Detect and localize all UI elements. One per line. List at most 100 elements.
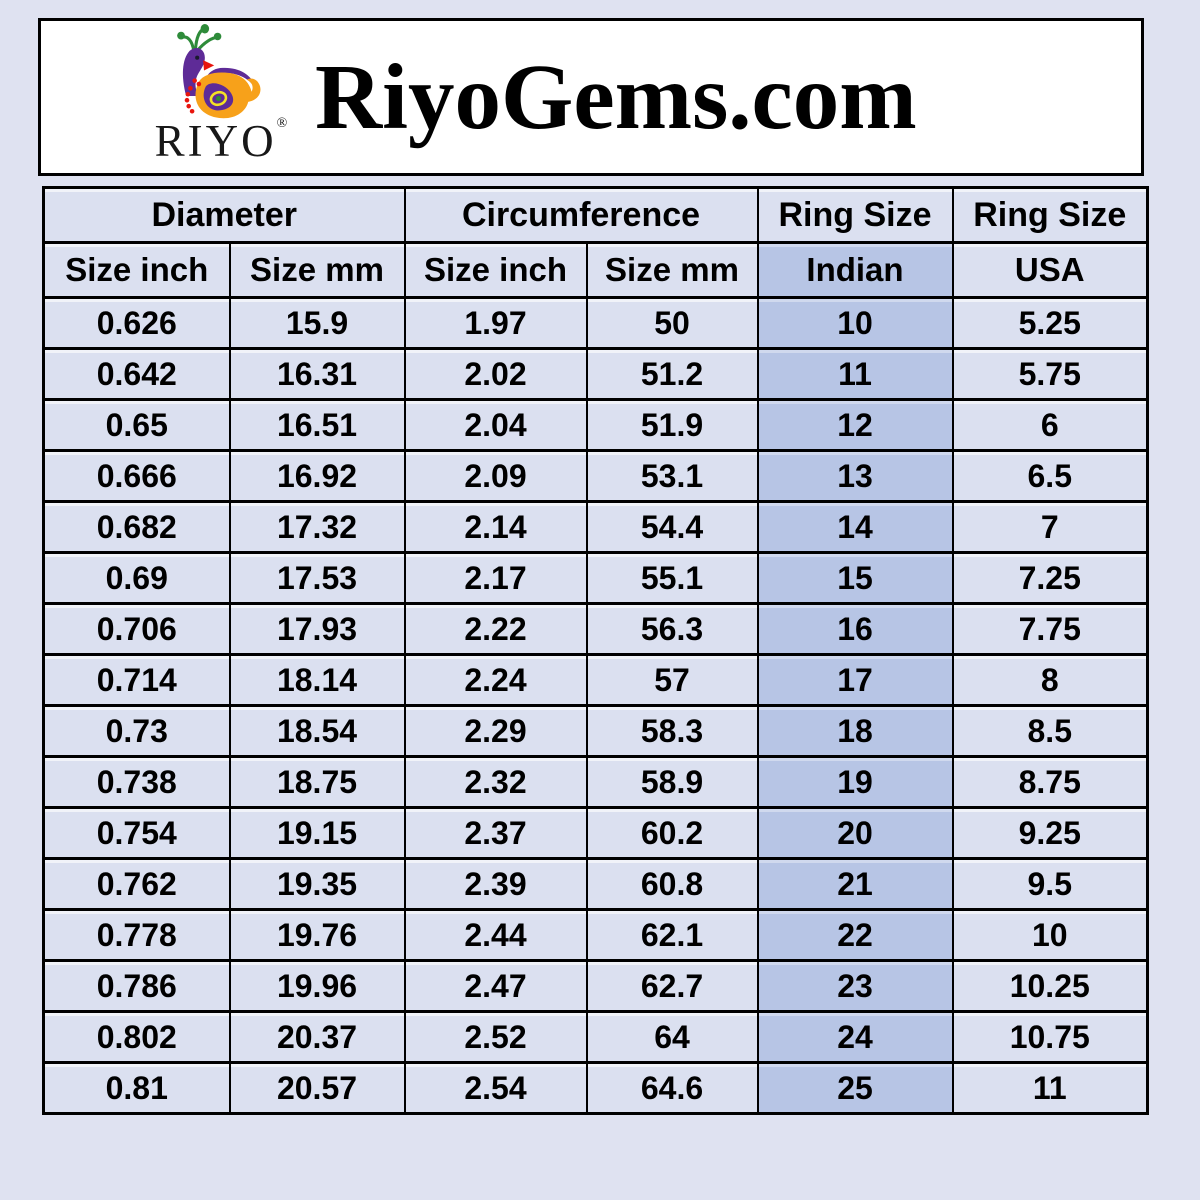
- table-cell: 17.32: [228, 500, 406, 554]
- table-cell: 1.97: [403, 296, 588, 350]
- table-cell: 19.96: [228, 959, 406, 1013]
- table-row: 0.714 18.14 2.24 57 17 8: [42, 653, 1149, 707]
- peacock-icon: [177, 24, 261, 119]
- table-cell: 2.29: [403, 704, 588, 758]
- table-cell: 2.04: [403, 398, 588, 452]
- table-cell: 18.54: [228, 704, 406, 758]
- sub-header-row: Size inch Size mm Size inch Size mm Indi…: [42, 241, 1149, 299]
- table-cell: 0.73: [42, 704, 231, 758]
- table-cell: 2.52: [403, 1010, 588, 1064]
- table-cell: 22: [756, 908, 954, 962]
- table-cell: 62.1: [585, 908, 759, 962]
- table-cell: 6.5: [951, 449, 1149, 503]
- table-row: 0.762 19.35 2.39 60.8 21 9.5: [42, 857, 1149, 911]
- table-row: 0.778 19.76 2.44 62.1 22 10: [42, 908, 1149, 962]
- table-cell: 58.3: [585, 704, 759, 758]
- table-cell: 0.626: [42, 296, 231, 350]
- table-cell: 20: [756, 806, 954, 860]
- table-cell: 21: [756, 857, 954, 911]
- table-cell: 7: [951, 500, 1149, 554]
- table-cell: 2.02: [403, 347, 588, 401]
- table-cell: 6: [951, 398, 1149, 452]
- table-cell: 19.76: [228, 908, 406, 962]
- table-cell: 20.57: [228, 1061, 406, 1115]
- table-cell: 2.47: [403, 959, 588, 1013]
- table-cell: 20.37: [228, 1010, 406, 1064]
- table-cell: 53.1: [585, 449, 759, 503]
- table-cell: 2.39: [403, 857, 588, 911]
- table-cell: 62.7: [585, 959, 759, 1013]
- table-cell: 11: [756, 347, 954, 401]
- table-cell: 19.15: [228, 806, 406, 860]
- table-cell: 0.738: [42, 755, 231, 809]
- table-row: 0.706 17.93 2.22 56.3 16 7.75: [42, 602, 1149, 656]
- ring-size-table: Diameter Circumference Ring Size Ring Si…: [42, 186, 1149, 1115]
- table-cell: 55.1: [585, 551, 759, 605]
- table-cell: 0.754: [42, 806, 231, 860]
- table-cell: 8.5: [951, 704, 1149, 758]
- table-cell: 7.75: [951, 602, 1149, 656]
- table-cell: 0.642: [42, 347, 231, 401]
- col-header-circumference-inch: Size inch: [403, 241, 588, 299]
- table-cell: 64: [585, 1010, 759, 1064]
- table-cell: 2.09: [403, 449, 588, 503]
- table-row: 0.69 17.53 2.17 55.1 15 7.25: [42, 551, 1149, 605]
- header-banner: RIYO® RiyoGems.com: [38, 18, 1144, 176]
- table-cell: 10: [756, 296, 954, 350]
- table-cell: 7.25: [951, 551, 1149, 605]
- page-title: RiyoGems.com: [315, 45, 917, 149]
- table-cell: 9.5: [951, 857, 1149, 911]
- table-row: 0.626 15.9 1.97 50 10 5.25: [42, 296, 1149, 350]
- group-header-circumference: Circumference: [403, 186, 759, 244]
- table-cell: 2.37: [403, 806, 588, 860]
- group-header-diameter: Diameter: [42, 186, 406, 244]
- table-cell: 18.75: [228, 755, 406, 809]
- table-cell: 0.762: [42, 857, 231, 911]
- table-cell: 0.778: [42, 908, 231, 962]
- table-cell: 51.9: [585, 398, 759, 452]
- table-row: 0.65 16.51 2.04 51.9 12 6: [42, 398, 1149, 452]
- group-header-row: Diameter Circumference Ring Size Ring Si…: [42, 186, 1149, 244]
- table-cell: 24: [756, 1010, 954, 1064]
- col-header-diameter-inch: Size inch: [42, 241, 231, 299]
- table-row: 0.786 19.96 2.47 62.7 23 10.25: [42, 959, 1149, 1013]
- table-cell: 56.3: [585, 602, 759, 656]
- table-cell: 51.2: [585, 347, 759, 401]
- table-row: 0.802 20.37 2.52 64 24 10.75: [42, 1010, 1149, 1064]
- table-cell: 0.81: [42, 1061, 231, 1115]
- table-row: 0.754 19.15 2.37 60.2 20 9.25: [42, 806, 1149, 860]
- table-cell: 10.25: [951, 959, 1149, 1013]
- group-header-ring-size-indian: Ring Size: [756, 186, 954, 244]
- table-cell: 14: [756, 500, 954, 554]
- table-cell: 0.666: [42, 449, 231, 503]
- registered-mark: ®: [276, 116, 288, 131]
- table-cell: 57: [585, 653, 759, 707]
- table-row: 0.73 18.54 2.29 58.3 18 8.5: [42, 704, 1149, 758]
- table-cell: 0.706: [42, 602, 231, 656]
- table-cell: 15: [756, 551, 954, 605]
- table-cell: 10: [951, 908, 1149, 962]
- group-header-ring-size-usa: Ring Size: [951, 186, 1149, 244]
- col-header-diameter-mm: Size mm: [228, 241, 406, 299]
- table-cell: 13: [756, 449, 954, 503]
- table-row: 0.682 17.32 2.14 54.4 14 7: [42, 500, 1149, 554]
- riyo-logo: RIYO®: [141, 22, 301, 172]
- table-cell: 15.9: [228, 296, 406, 350]
- table-header: Diameter Circumference Ring Size Ring Si…: [42, 186, 1149, 299]
- table-cell: 2.54: [403, 1061, 588, 1115]
- table-cell: 2.32: [403, 755, 588, 809]
- table-cell: 9.25: [951, 806, 1149, 860]
- table-cell: 5.25: [951, 296, 1149, 350]
- table-cell: 50: [585, 296, 759, 350]
- table-cell: 23: [756, 959, 954, 1013]
- table-cell: 8.75: [951, 755, 1149, 809]
- table-cell: 8: [951, 653, 1149, 707]
- table-row: 0.81 20.57 2.54 64.6 25 11: [42, 1061, 1149, 1115]
- ring-size-table-body: 0.626 15.9 1.97 50 10 5.25 0.642 16.31 2.02 51.2 1…: [42, 296, 1149, 1115]
- table-cell: 2.17: [403, 551, 588, 605]
- table-cell: 12: [756, 398, 954, 452]
- table-cell: 54.4: [585, 500, 759, 554]
- table-cell: 16.31: [228, 347, 406, 401]
- table-cell: 2.14: [403, 500, 588, 554]
- table-cell: 19.35: [228, 857, 406, 911]
